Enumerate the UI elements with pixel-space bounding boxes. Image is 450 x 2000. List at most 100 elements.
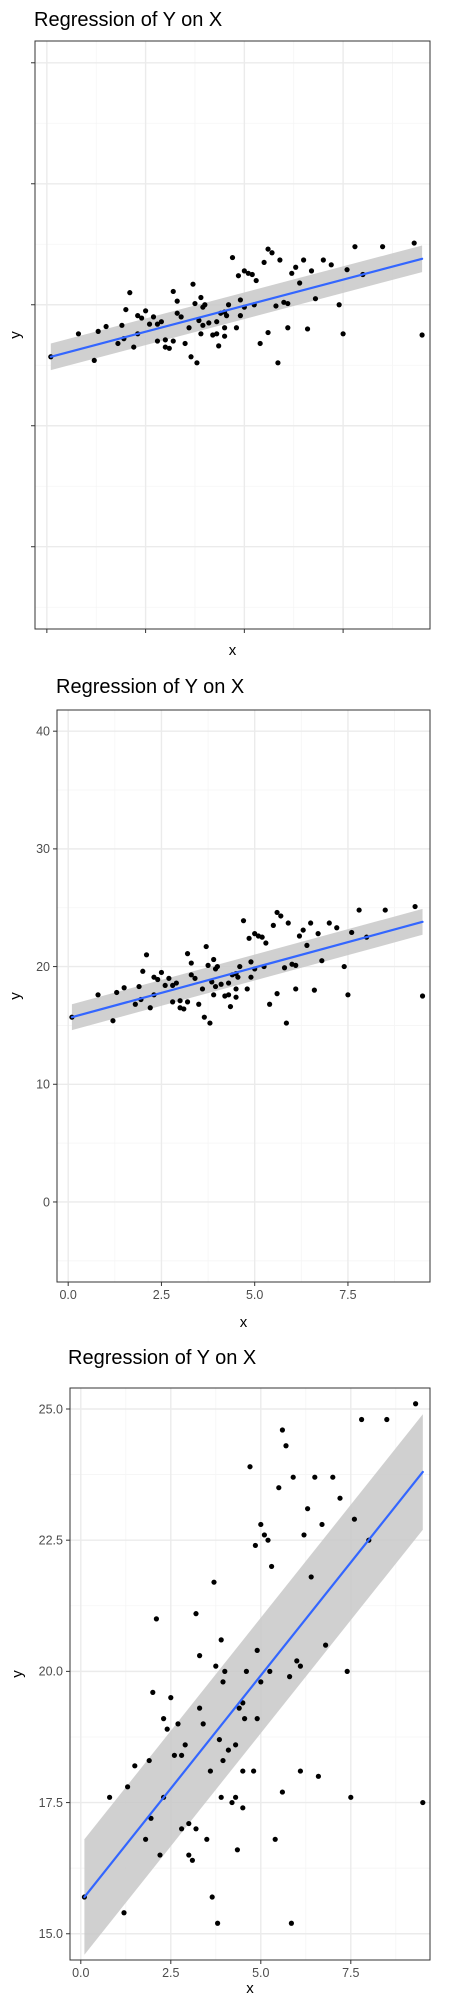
data-point [323, 1642, 329, 1648]
data-point [420, 1799, 426, 1806]
data-point [288, 1920, 294, 1926]
data-point [246, 935, 252, 941]
data-point [184, 999, 191, 1005]
data-point [139, 315, 145, 321]
data-point [158, 319, 164, 325]
data-point [412, 903, 418, 910]
data-point [200, 322, 206, 328]
data-point [157, 1852, 163, 1858]
data-point [107, 1794, 113, 1800]
y-tick-label: 17.5 [39, 1796, 63, 1810]
data-point [200, 304, 206, 310]
data-point [279, 1789, 285, 1795]
data-point [248, 959, 254, 965]
data-point [351, 1516, 357, 1522]
data-point [233, 325, 240, 331]
data-point [253, 277, 259, 284]
data-point [197, 1705, 203, 1711]
data-point [162, 337, 168, 343]
data-point [225, 1747, 231, 1753]
data-point [164, 1726, 170, 1732]
data-point [222, 1668, 228, 1674]
data-point [158, 969, 165, 976]
data-point [382, 907, 388, 913]
data-point [283, 1443, 289, 1449]
data-point [326, 920, 332, 926]
data-point [222, 325, 228, 331]
data-point [297, 280, 303, 286]
data-point [146, 1757, 152, 1764]
data-point [233, 1794, 239, 1800]
data-point [254, 1716, 260, 1722]
y-tick-label: 22.5 [39, 1533, 63, 1547]
chart-title: Regression of Y on X [56, 676, 244, 698]
data-point [380, 244, 386, 250]
data-point [308, 920, 314, 926]
data-points [81, 1401, 426, 1926]
data-point [220, 1757, 226, 1764]
data-point [198, 331, 204, 337]
data-point [207, 1020, 213, 1026]
chart-panel-2: Regression of Y on X 0.0 2.5 5.0 7.5 0 10 20 30… [7, 676, 431, 1331]
data-point [301, 257, 307, 263]
x-tick-label: 5.0 [246, 1288, 263, 1302]
chart-panel-1: Regression of Y on X x y [7, 9, 431, 659]
data-point [272, 1836, 278, 1842]
data-point [153, 1616, 159, 1622]
data-point [103, 323, 109, 330]
data-point [337, 1495, 343, 1501]
fit-line [49, 257, 424, 358]
chart-title: Regression of Y on X [68, 1347, 256, 1369]
axis-ticks: 0.0 2.5 5.0 7.5 0 10 20 30 40 [36, 724, 357, 1302]
data-point [143, 308, 149, 314]
x-tick-label: 2.5 [162, 1966, 179, 1980]
data-point [184, 951, 191, 957]
data-point [315, 931, 321, 937]
data-point [267, 1668, 273, 1674]
data-point [150, 314, 157, 320]
chart-panel-3: Regression of Y on X 0.0 2.5 5.0 7.5 15.0 17.… [9, 1347, 431, 1997]
data-point [209, 1894, 215, 1900]
data-point [196, 317, 202, 324]
data-point [297, 1768, 303, 1774]
data-point [91, 357, 97, 364]
data-point [265, 329, 271, 336]
data-point [243, 1668, 249, 1674]
data-point [285, 920, 291, 926]
data-point [192, 300, 198, 307]
data-point [192, 975, 198, 981]
data-point [293, 962, 299, 968]
data-point [161, 1716, 167, 1722]
x-axis-label: x [229, 642, 237, 659]
data-point [175, 1721, 181, 1727]
data-point [344, 267, 350, 273]
data-point [336, 302, 342, 308]
data-point [308, 1574, 314, 1580]
data-point [186, 325, 192, 331]
data-point [198, 294, 204, 301]
data-point [234, 1847, 240, 1853]
data-point [229, 254, 236, 261]
data-point [162, 982, 168, 989]
panel-border [34, 40, 431, 630]
regression-line [83, 1470, 424, 1899]
data-point [114, 989, 120, 996]
data-point [211, 956, 217, 963]
data-point [352, 244, 358, 250]
data-point [341, 963, 347, 970]
data-point [242, 1716, 248, 1722]
data-point [131, 344, 137, 350]
data-point [349, 929, 355, 936]
x-tick-label: 0.0 [72, 1966, 89, 1980]
data-point [348, 1794, 354, 1800]
data-point [300, 927, 306, 933]
data-point [135, 313, 141, 319]
data-point [359, 1416, 365, 1423]
panel-border [69, 1387, 431, 1961]
data-point [305, 1506, 311, 1512]
y-tick-label: 30 [36, 842, 50, 856]
x-tick-label: 0.0 [59, 1288, 76, 1302]
data-point [200, 1721, 206, 1727]
data-point [155, 976, 161, 983]
data-point [257, 340, 263, 347]
